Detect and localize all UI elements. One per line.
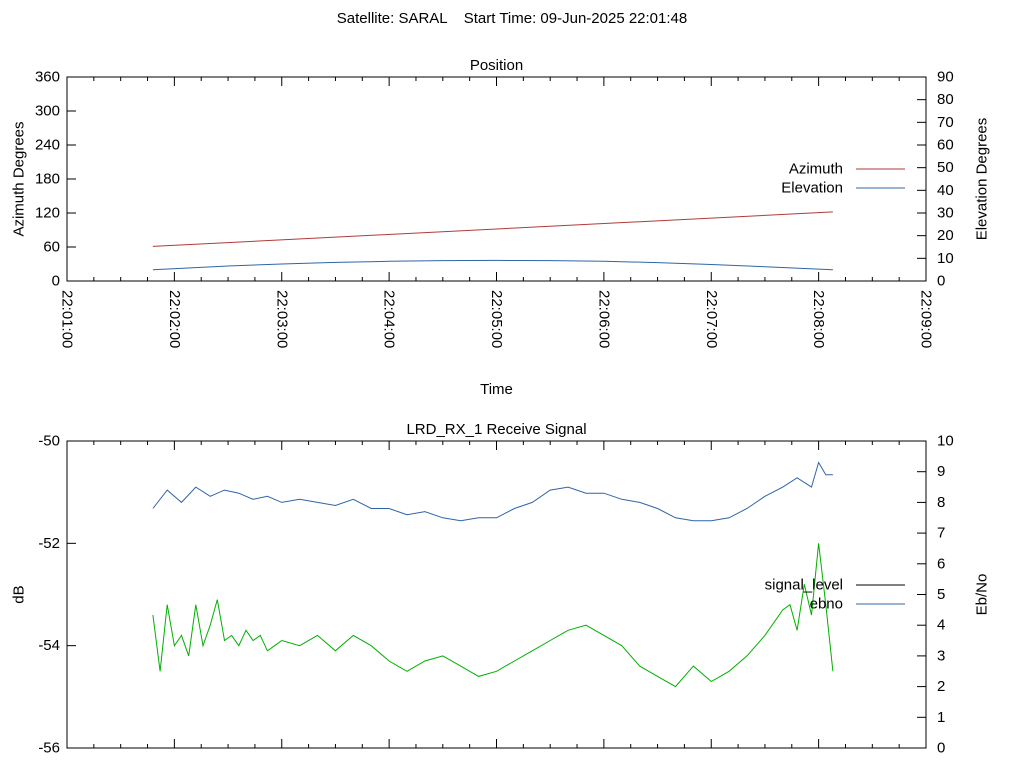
y2-tick-label: 6 bbox=[937, 555, 945, 572]
y2-tick-label: 60 bbox=[937, 137, 954, 154]
y2-tick-label: 1 bbox=[937, 709, 945, 726]
x-tick-label: 22:07:00 bbox=[703, 290, 720, 348]
y2-tick-label: 7 bbox=[937, 525, 945, 542]
legend-label: ebno bbox=[810, 596, 843, 613]
y2-tick-label: 8 bbox=[937, 494, 945, 511]
receive-signal-chart: LRD_RX_1 Receive Signal -56 -54 -52 -50 0 1 2 3 4… bbox=[11, 421, 991, 757]
y2-tick-label: 2 bbox=[937, 678, 945, 695]
y-tick-label: 300 bbox=[35, 103, 60, 120]
y-tick-label: 120 bbox=[35, 205, 60, 222]
legend-label: signal_level bbox=[765, 577, 843, 594]
x-tick-label: 22:03:00 bbox=[273, 290, 290, 348]
y-tick-label: -52 bbox=[38, 535, 60, 552]
y-tick-label: 60 bbox=[43, 239, 60, 256]
y2-tick-label: 10 bbox=[937, 250, 954, 267]
x-tick-label: 22:06:00 bbox=[595, 290, 612, 348]
y2-tick-label: 90 bbox=[937, 69, 954, 86]
y-tick-label: -54 bbox=[38, 637, 60, 654]
y2-tick-label: 70 bbox=[937, 114, 954, 131]
y2-tick-label: 9 bbox=[937, 463, 945, 480]
legend-label: Elevation bbox=[781, 180, 843, 197]
x-tick-label: 22:09:00 bbox=[918, 290, 935, 348]
y2-axis-title: Eb/No bbox=[974, 574, 991, 616]
page-title: Satellite: SARAL Start Time: 09-Jun-2025… bbox=[337, 10, 687, 27]
x-tick-label: 22:04:00 bbox=[381, 290, 398, 348]
x-axis-title: Time bbox=[480, 381, 513, 398]
y-tick-label: 0 bbox=[52, 273, 60, 290]
y-tick-label: 180 bbox=[35, 171, 60, 188]
y2-tick-label: 50 bbox=[937, 159, 954, 176]
position-chart: Position 22:01:00 22:02:00 22:03:00 22:04:00… bbox=[11, 57, 991, 398]
y-tick-label: 360 bbox=[35, 69, 60, 86]
y2-tick-label: 10 bbox=[937, 433, 954, 450]
y2-axis-title: Elevation Degrees bbox=[974, 118, 991, 241]
y-tick-label: -56 bbox=[38, 740, 60, 757]
x-tick-label: 22:08:00 bbox=[810, 290, 827, 348]
y-tick-label: 240 bbox=[35, 137, 60, 154]
series-line-signal-level bbox=[152, 543, 834, 688]
x-tick-label: 22:02:00 bbox=[166, 290, 183, 348]
y-tick-label: -50 bbox=[38, 433, 60, 450]
series-line-elevation bbox=[152, 259, 833, 271]
y2-tick-label: 3 bbox=[937, 647, 945, 664]
chart-title: Position bbox=[470, 57, 523, 74]
series-line-azimuth bbox=[152, 211, 833, 247]
y2-tick-label: 40 bbox=[937, 182, 954, 199]
y2-tick-label: 0 bbox=[937, 740, 945, 757]
x-tick-label: 22:01:00 bbox=[59, 290, 76, 348]
chart-title: LRD_RX_1 Receive Signal bbox=[406, 421, 586, 438]
y2-tick-label: 80 bbox=[937, 91, 954, 108]
y2-tick-label: 4 bbox=[937, 617, 945, 634]
y2-tick-label: 5 bbox=[937, 586, 945, 603]
y-axis-title: dB bbox=[11, 585, 28, 603]
y2-tick-label: 0 bbox=[937, 273, 945, 290]
y2-tick-label: 30 bbox=[937, 205, 954, 222]
y2-tick-label: 20 bbox=[937, 227, 954, 244]
y-axis-title: Azimuth Degrees bbox=[11, 121, 28, 236]
legend-label: Azimuth bbox=[789, 161, 843, 178]
x-tick-label: 22:05:00 bbox=[488, 290, 505, 348]
series-line-ebno bbox=[152, 461, 833, 522]
